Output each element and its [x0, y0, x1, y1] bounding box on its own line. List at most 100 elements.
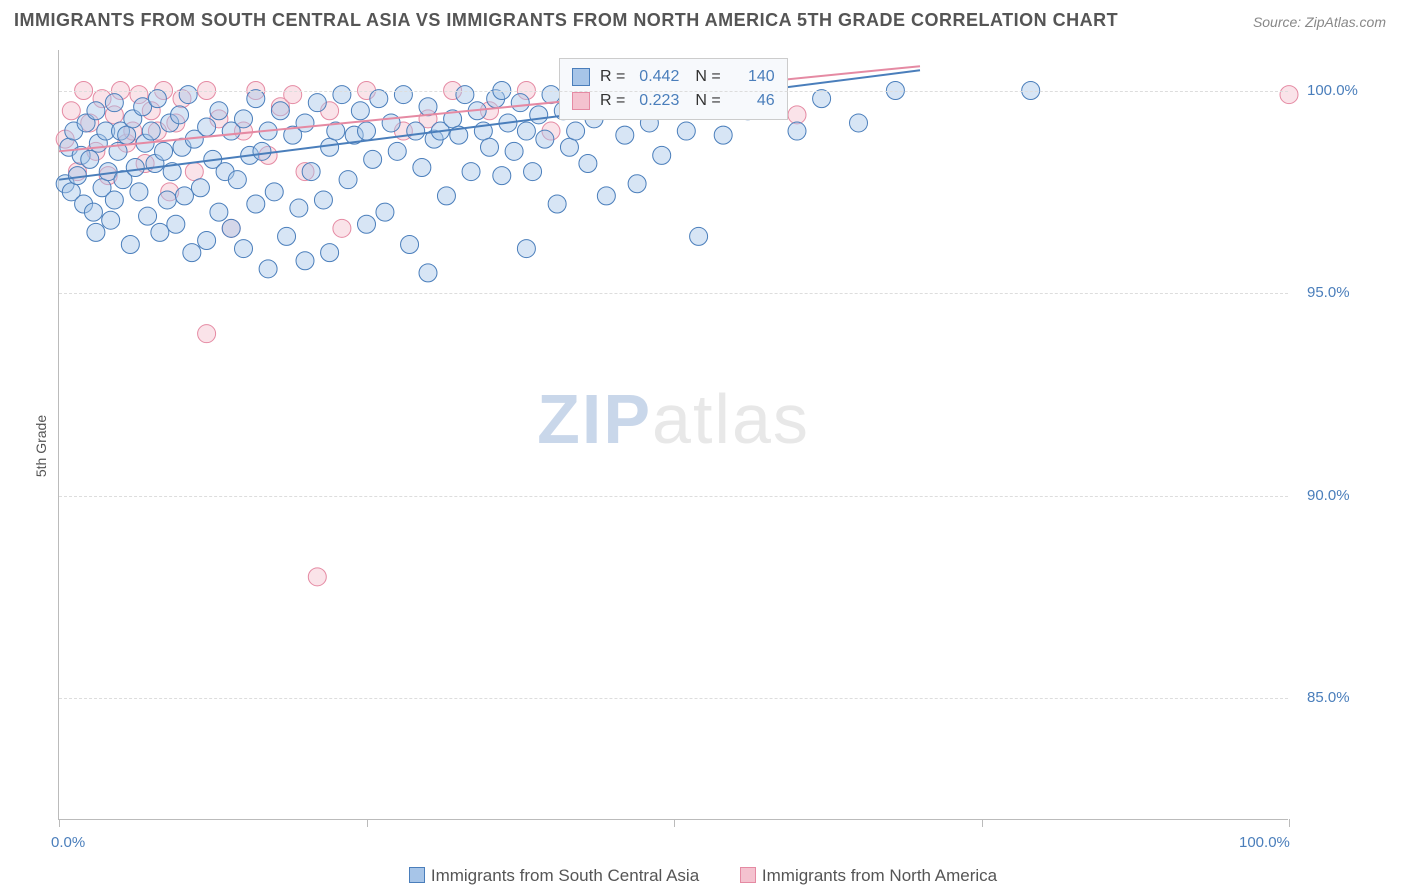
- data-point: [179, 86, 197, 104]
- x-tick-label: 0.0%: [51, 834, 85, 851]
- data-point: [302, 163, 320, 181]
- data-point: [210, 102, 228, 120]
- chart-title: IMMIGRANTS FROM SOUTH CENTRAL ASIA VS IM…: [14, 10, 1118, 31]
- data-point: [247, 195, 265, 213]
- data-point: [370, 90, 388, 108]
- gridline: [59, 496, 1288, 497]
- data-point: [530, 106, 548, 124]
- data-point: [278, 227, 296, 245]
- data-point: [1280, 86, 1298, 104]
- data-point: [198, 325, 216, 343]
- data-point: [714, 126, 732, 144]
- data-point: [567, 122, 585, 140]
- legend-item-pink: Immigrants from North America: [740, 866, 997, 885]
- data-point: [314, 191, 332, 209]
- data-point: [87, 102, 105, 120]
- x-tick-minor: [982, 819, 983, 827]
- data-point: [850, 114, 868, 132]
- bottom-legend: Immigrants from South Central Asia Immig…: [0, 866, 1406, 886]
- data-point: [653, 146, 671, 164]
- data-point: [296, 114, 314, 132]
- data-point: [401, 236, 419, 254]
- data-point: [419, 264, 437, 282]
- data-point: [151, 223, 169, 241]
- data-point: [158, 191, 176, 209]
- data-point: [130, 183, 148, 201]
- data-point: [677, 122, 695, 140]
- correlation-legend: R =0.442N =140R =0.223N =46: [559, 58, 788, 120]
- data-point: [185, 163, 203, 181]
- data-point: [308, 568, 326, 586]
- data-point: [105, 94, 123, 112]
- data-point: [690, 227, 708, 245]
- data-point: [788, 106, 806, 124]
- data-point: [171, 106, 189, 124]
- data-point: [198, 118, 216, 136]
- legend-swatch-blue: [409, 867, 425, 883]
- data-point: [235, 240, 253, 258]
- y-tick-label: 95.0%: [1307, 284, 1350, 301]
- data-point: [148, 90, 166, 108]
- data-point: [247, 90, 265, 108]
- data-point: [597, 187, 615, 205]
- legend-item-blue: Immigrants from South Central Asia: [409, 866, 704, 885]
- data-point: [259, 260, 277, 278]
- legend-row: R =0.223N =46: [572, 89, 775, 113]
- gridline: [59, 293, 1288, 294]
- x-tick: [674, 819, 675, 827]
- data-point: [505, 142, 523, 160]
- data-point: [376, 203, 394, 221]
- data-point: [351, 102, 369, 120]
- data-point: [284, 86, 302, 104]
- data-point: [481, 138, 499, 156]
- data-point: [87, 223, 105, 241]
- data-point: [175, 187, 193, 205]
- data-point: [118, 126, 136, 144]
- data-point: [126, 159, 144, 177]
- data-point: [228, 171, 246, 189]
- data-point: [517, 122, 535, 140]
- data-point: [493, 167, 511, 185]
- data-point: [271, 102, 289, 120]
- data-point: [788, 122, 806, 140]
- data-point: [62, 102, 80, 120]
- data-point: [84, 203, 102, 221]
- y-axis-label: 5th Grade: [33, 415, 49, 477]
- data-point: [382, 114, 400, 132]
- y-tick-label: 100.0%: [1307, 82, 1358, 99]
- data-point: [548, 195, 566, 213]
- data-point: [142, 122, 160, 140]
- data-point: [198, 231, 216, 249]
- data-point: [321, 138, 339, 156]
- data-point: [437, 187, 455, 205]
- data-point: [210, 203, 228, 221]
- x-tick: [59, 819, 60, 827]
- data-point: [358, 122, 376, 140]
- data-point: [388, 142, 406, 160]
- data-point: [419, 98, 437, 116]
- data-point: [308, 94, 326, 112]
- data-point: [296, 252, 314, 270]
- data-point: [333, 86, 351, 104]
- data-point: [321, 244, 339, 262]
- data-point: [235, 110, 253, 128]
- data-point: [339, 171, 357, 189]
- data-point: [462, 163, 480, 181]
- data-point: [628, 175, 646, 193]
- y-tick-label: 85.0%: [1307, 689, 1350, 706]
- data-point: [517, 240, 535, 258]
- data-point: [407, 122, 425, 140]
- gridline: [59, 698, 1288, 699]
- data-point: [121, 236, 139, 254]
- data-point: [413, 159, 431, 177]
- data-point: [542, 86, 560, 104]
- data-point: [81, 150, 99, 168]
- data-point: [290, 199, 308, 217]
- data-point: [222, 219, 240, 237]
- gridline: [59, 91, 1288, 92]
- data-point: [394, 86, 412, 104]
- data-point: [105, 191, 123, 209]
- legend-row: R =0.442N =140: [572, 65, 775, 89]
- data-point: [813, 90, 831, 108]
- data-point: [358, 215, 376, 233]
